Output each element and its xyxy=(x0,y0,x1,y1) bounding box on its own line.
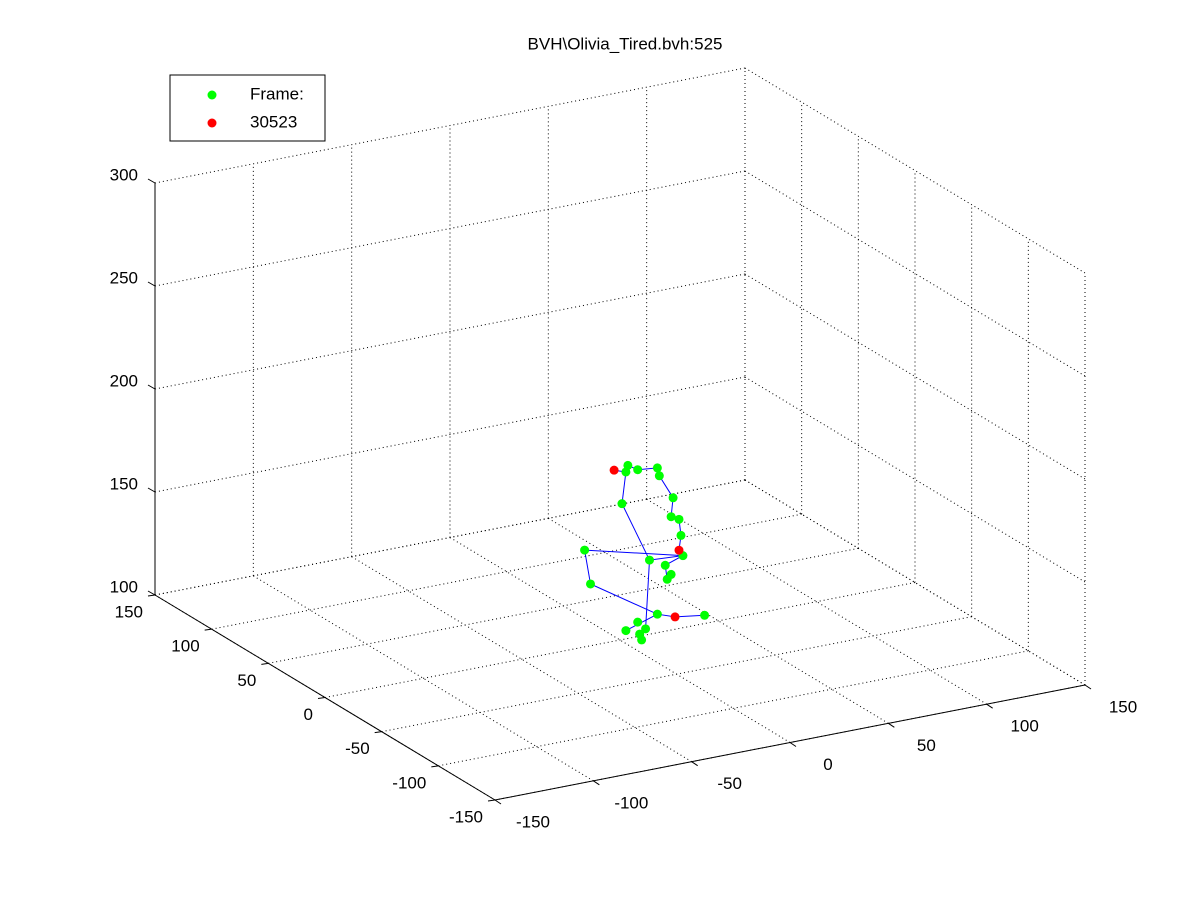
y-tick-label: 100 xyxy=(171,637,199,656)
tick-mark xyxy=(261,662,269,665)
marker xyxy=(662,574,672,584)
grid-line xyxy=(154,479,746,596)
marker xyxy=(586,579,595,589)
x-tick-label: 50 xyxy=(917,736,936,755)
grid-line xyxy=(211,513,802,630)
grid-line xyxy=(268,547,859,664)
tick-mark xyxy=(986,703,993,709)
tick-mark xyxy=(789,742,797,747)
tick-mark xyxy=(888,722,895,728)
marker xyxy=(676,530,686,540)
y-tick-label: -50 xyxy=(345,739,370,758)
marker xyxy=(633,617,643,627)
x-tick-label: -150 xyxy=(516,812,550,831)
z-tick-label: 100 xyxy=(110,577,138,596)
tick-mark xyxy=(147,487,156,493)
y-tick-label: -100 xyxy=(392,773,426,792)
marker xyxy=(652,463,662,473)
tick-mark xyxy=(147,594,156,597)
y-tick-label: -150 xyxy=(449,807,483,826)
z-tick-label: 250 xyxy=(110,268,138,287)
z-tick-label: 300 xyxy=(110,165,138,184)
marker xyxy=(641,624,651,634)
grid-line xyxy=(381,616,972,733)
x-tick-label: 150 xyxy=(1109,697,1137,716)
legend-marker xyxy=(207,90,217,100)
grid-line xyxy=(154,67,746,184)
marker xyxy=(670,612,680,622)
tick-mark xyxy=(317,697,326,699)
y-tick-label: 50 xyxy=(237,671,256,690)
marker xyxy=(645,555,654,565)
tick-mark xyxy=(487,799,496,802)
marker xyxy=(580,545,590,555)
z-tick-label: 150 xyxy=(110,474,138,493)
marker xyxy=(621,467,631,477)
marker xyxy=(609,465,619,475)
grid-line xyxy=(154,170,746,287)
legend-box xyxy=(169,74,326,142)
marker xyxy=(674,514,684,524)
tick-mark xyxy=(1084,684,1092,690)
y-tick-label: 150 xyxy=(115,602,143,621)
chart-title: BVH\Olivia_Tired.bvh:525 xyxy=(528,34,723,53)
marker xyxy=(621,626,631,636)
tick-mark xyxy=(691,761,698,767)
legend-label: 30523 xyxy=(250,112,297,131)
tick-mark xyxy=(147,384,156,390)
marker xyxy=(637,635,647,645)
grid-line xyxy=(154,376,746,493)
marker xyxy=(660,560,670,570)
legend-label: Frame: xyxy=(250,84,304,103)
marker xyxy=(652,609,662,619)
tick-mark xyxy=(204,628,212,631)
marker xyxy=(668,493,678,503)
tick-mark xyxy=(147,178,156,184)
marker xyxy=(654,471,664,481)
x-tick-label: 100 xyxy=(1010,717,1038,736)
y-tick-label: 0 xyxy=(304,705,313,724)
tick-mark xyxy=(147,590,156,596)
grid-line xyxy=(154,273,746,390)
x-tick-label: -100 xyxy=(614,793,648,812)
marker xyxy=(633,465,643,475)
marker xyxy=(674,545,684,555)
grid-line xyxy=(438,650,1029,767)
grid-line xyxy=(324,582,916,698)
tick-mark xyxy=(431,765,439,768)
tick-mark xyxy=(147,281,156,287)
marker xyxy=(700,610,710,620)
x-tick-label: 0 xyxy=(823,755,832,774)
x-tick-label: -50 xyxy=(717,774,742,793)
tick-mark xyxy=(494,799,502,805)
legend-marker xyxy=(207,118,217,128)
tick-mark xyxy=(374,731,382,734)
marker xyxy=(666,512,676,522)
marker xyxy=(617,499,627,509)
z-tick-label: 200 xyxy=(110,371,138,390)
tick-mark xyxy=(593,780,600,786)
